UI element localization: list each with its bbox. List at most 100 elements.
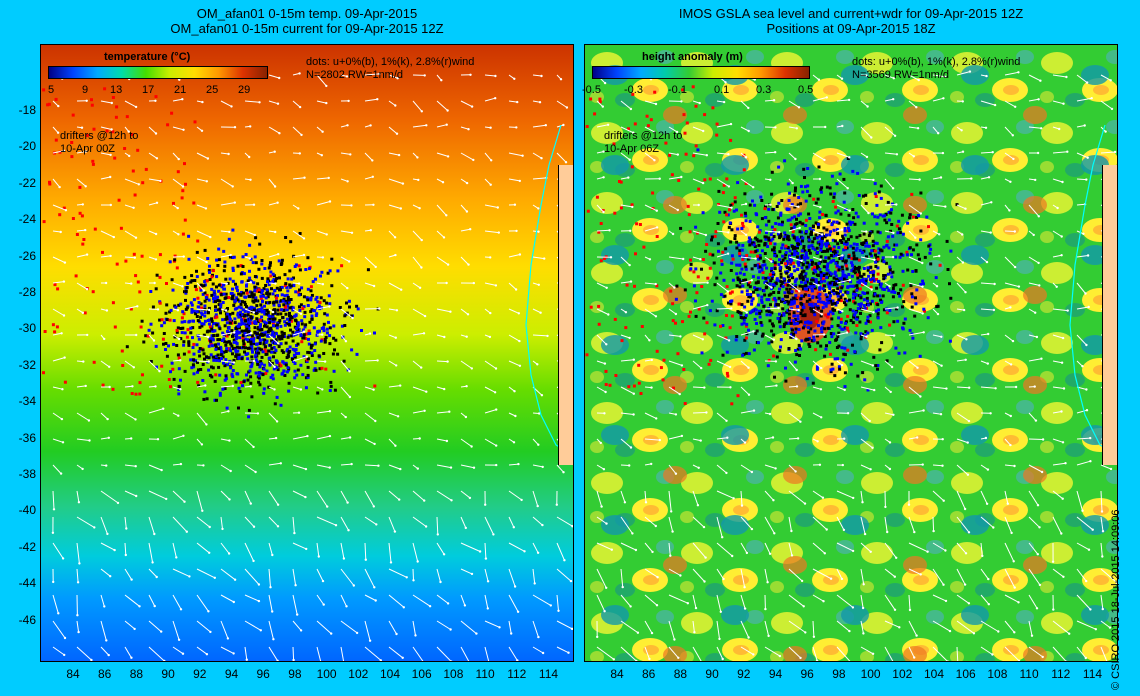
current-arrow [1052,438,1064,443]
drifter-dot [778,317,782,320]
current-arrow [620,359,634,362]
drifter-dot [154,287,158,291]
drifter-dot [746,293,749,296]
current-arrow-head [326,505,329,508]
current-arrow [316,230,327,235]
drifter-dot [788,218,792,222]
current-arrow-head [205,653,209,656]
current-arrow [980,516,994,528]
current-arrow-head [986,468,990,471]
current-arrow-head [816,440,819,443]
current-arrow-head [721,536,724,539]
drifter-dot [220,339,224,342]
current-arrow-head [422,332,426,335]
current-arrow [884,74,894,79]
drifter-dot [828,294,832,298]
current-arrow [716,152,729,155]
drifter-dot [824,293,828,297]
current-arrow-head [378,307,381,310]
current-arrow [716,123,732,128]
drifter-dot [132,252,136,256]
drifter-dot [834,205,838,209]
drifter-dot [888,268,892,271]
drifter-dot [810,302,814,306]
drifter-dot [798,274,802,278]
drifter-dot [222,361,225,365]
current-arrow [668,542,671,556]
current-arrow-head [892,231,895,235]
current-arrow [340,516,349,531]
drifter-dot [839,299,843,303]
current-arrow-head [537,283,540,286]
drifter-dot [237,305,241,309]
current-arrow-head [445,214,448,217]
current-arrow [100,437,109,440]
drifter-dot [824,304,828,308]
current-arrow-head [375,523,378,526]
drifter-dot [741,284,745,288]
drifter-dot [877,190,881,194]
drifter-dot [888,265,892,269]
current-arrow-head [798,290,801,293]
drifter-dot [689,262,693,266]
drifter-dot [165,354,169,358]
drifter-dot [208,329,212,333]
drifter-dot [248,295,251,299]
drifter-dot [193,120,197,124]
drifter-dot [257,290,261,293]
current-arrow [52,542,64,559]
drifter-dot [838,325,842,329]
current-arrow-head [516,100,519,104]
drifter-dot [253,275,257,278]
current-arrow-head [420,110,423,113]
current-arrow [1004,282,1020,288]
drifter-dot [238,330,242,334]
current-arrow [668,204,679,211]
drifter-dot [323,340,327,344]
drifter-dot [886,200,890,204]
current-arrow-head [674,472,678,475]
drifter-dot [799,184,803,188]
drifter-dot [793,247,797,251]
current-arrow [740,464,753,473]
current-arrow [908,126,919,129]
drifter-dot [811,307,815,311]
drifter-dot [196,239,200,243]
current-arrow [812,360,822,369]
current-arrow-head [276,659,279,661]
drifter-dot [734,338,738,342]
current-arrow-head [228,230,231,234]
land-mass-left [558,165,573,465]
drifter-dot [796,314,800,318]
current-arrow [556,594,559,611]
drifter-dot [173,254,177,258]
current-arrow-head [494,367,498,370]
drifter-dot [791,245,795,249]
current-arrow [956,334,967,340]
current-arrow-head [768,552,772,555]
drifter-dot [243,303,247,306]
drifter-dot [121,364,125,367]
drifter-dot [71,113,75,117]
drifter-dot [304,337,308,340]
drifter-dot [854,293,858,296]
drifter-dot [249,375,253,379]
drifter-dot [735,284,739,288]
drifter-dot [227,330,231,334]
current-arrow [76,178,87,187]
drifter-dot [798,242,802,246]
current-arrow [172,126,184,131]
drifter-dot [731,202,734,206]
current-arrow-head [445,281,448,285]
drifter-dot [210,334,214,338]
drifter-dot [160,318,164,322]
drifter-dot [92,360,96,364]
drifter-dot [226,312,230,316]
current-arrow-head [939,176,943,179]
current-arrow [124,594,140,607]
drifter-dot [850,261,854,265]
drifter-dot [216,299,220,302]
drifter-dot [807,285,811,289]
current-arrow-head [465,385,468,388]
drifter-dot [306,298,310,302]
